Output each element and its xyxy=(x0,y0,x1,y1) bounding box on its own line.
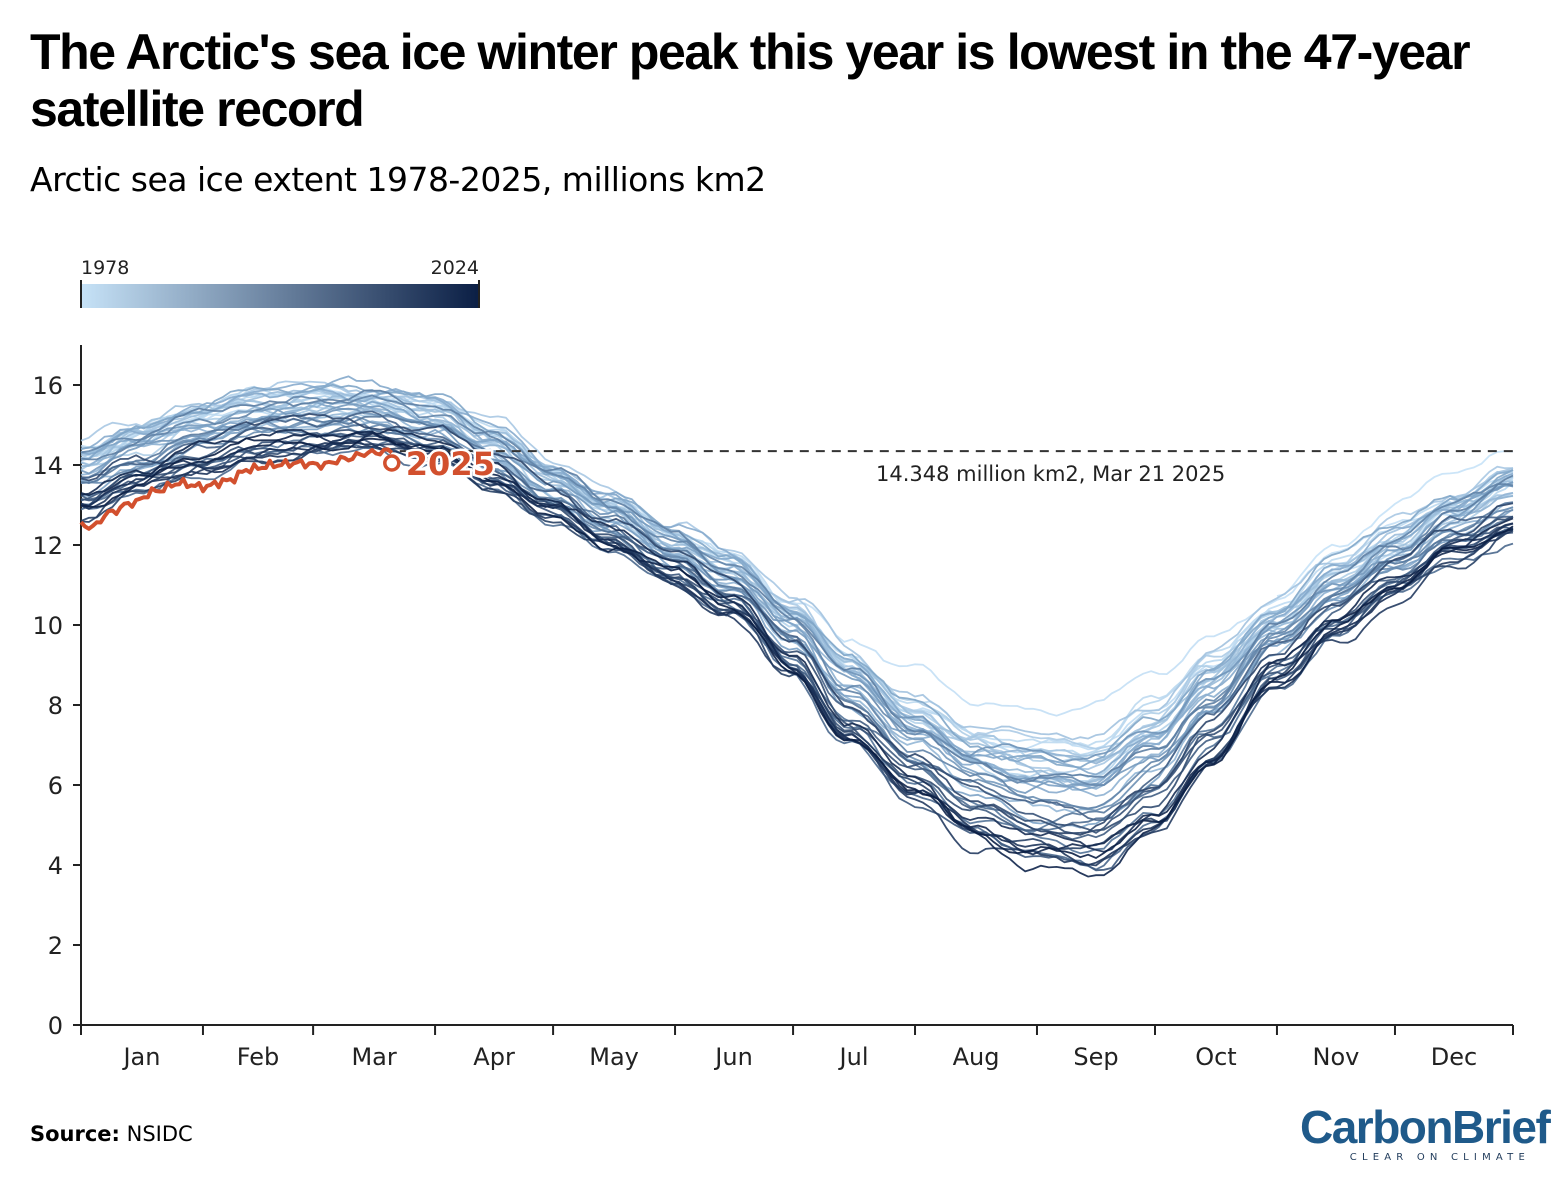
line-2025 xyxy=(79,447,394,531)
y-tick-label-2: 2 xyxy=(48,932,63,960)
year-line-2016 xyxy=(80,428,1514,835)
x-tick-label-dec: Dec xyxy=(1431,1043,1477,1071)
year-line-1999 xyxy=(80,383,1514,769)
y-tick-label-14: 14 xyxy=(32,452,63,480)
year-line-1980 xyxy=(80,392,1514,751)
legend-start-label: 1978 xyxy=(81,257,129,279)
y-tick-label-6: 6 xyxy=(48,772,63,800)
x-tick-label-sep: Sep xyxy=(1073,1043,1118,1071)
year-line-2001 xyxy=(80,423,1514,791)
year-line-2012 xyxy=(80,410,1514,822)
source-note: Source: NSIDC xyxy=(30,1122,193,1146)
x-axis: Jan Feb Mar Apr May Jun Jul Aug Sep Oct Nov Dec xyxy=(80,1024,1514,1071)
y-tick-label-10: 10 xyxy=(32,612,63,640)
logo-wordmark: CarbonBrief xyxy=(1300,1101,1551,1153)
max-reference-label: 14.348 million km2, Mar 21 2025 xyxy=(876,462,1225,486)
year-line-2024 xyxy=(80,437,1514,860)
x-tick-label-nov: Nov xyxy=(1313,1043,1360,1071)
year-line-1989 xyxy=(80,382,1514,741)
color-legend: 1978 2024 xyxy=(80,257,480,308)
x-tick-label-mar: Mar xyxy=(351,1043,396,1071)
source-value: NSIDC xyxy=(126,1122,193,1146)
x-tick-label-oct: Oct xyxy=(1195,1043,1237,1071)
x-tick-label-aug: Aug xyxy=(953,1043,1000,1071)
x-tick-label-may: May xyxy=(589,1043,639,1071)
chart-title: The Arctic's sea ice winter peak this ye… xyxy=(30,24,1471,137)
y-tick-label-12: 12 xyxy=(32,532,63,560)
year-line-2007 xyxy=(80,389,1514,783)
legend-color-bar xyxy=(81,284,479,308)
y-tick-label-16: 16 xyxy=(32,372,63,400)
x-tick-label-feb: Feb xyxy=(237,1043,280,1071)
legend-end-label: 2024 xyxy=(431,257,479,279)
x-tick-label-jun: Jun xyxy=(713,1043,753,1071)
x-tick-label-apr: Apr xyxy=(473,1043,515,1071)
year-line-2021 xyxy=(80,431,1514,853)
y-tick-label-0: 0 xyxy=(48,1012,63,1040)
y-tick-label-8: 8 xyxy=(48,692,63,720)
y-tick-label-4: 4 xyxy=(48,852,63,880)
marker-2025 xyxy=(383,454,401,472)
year-line-2003 xyxy=(80,407,1514,763)
logo-tagline: CLEAR ON CLIMATE xyxy=(1349,1152,1530,1163)
carbonbrief-logo: CarbonBrief CLEAR ON CLIMATE xyxy=(1300,1101,1551,1163)
y-axis: 0 2 4 6 8 10 12 14 16 xyxy=(32,345,82,1040)
highlight-layer: 2025 xyxy=(79,443,497,531)
x-tick-label-jan: Jan xyxy=(121,1043,160,1071)
x-tick-label-jul: Jul xyxy=(838,1043,869,1071)
label-2025: 2025 xyxy=(406,445,495,483)
reference-layer: 14.348 million km2, Mar 21 2025 xyxy=(399,450,1513,486)
year-line-2017 xyxy=(80,412,1514,836)
year-line-1998 xyxy=(80,375,1514,776)
source-label: Source: xyxy=(30,1122,120,1146)
year-lines xyxy=(80,375,1514,878)
year-line-1995 xyxy=(80,400,1514,798)
chart-subtitle: Arctic sea ice extent 1978-2025, million… xyxy=(30,160,766,199)
year-line-1985 xyxy=(80,400,1514,763)
year-line-2018 xyxy=(80,439,1514,850)
year-line-1978 xyxy=(1276,450,1514,597)
